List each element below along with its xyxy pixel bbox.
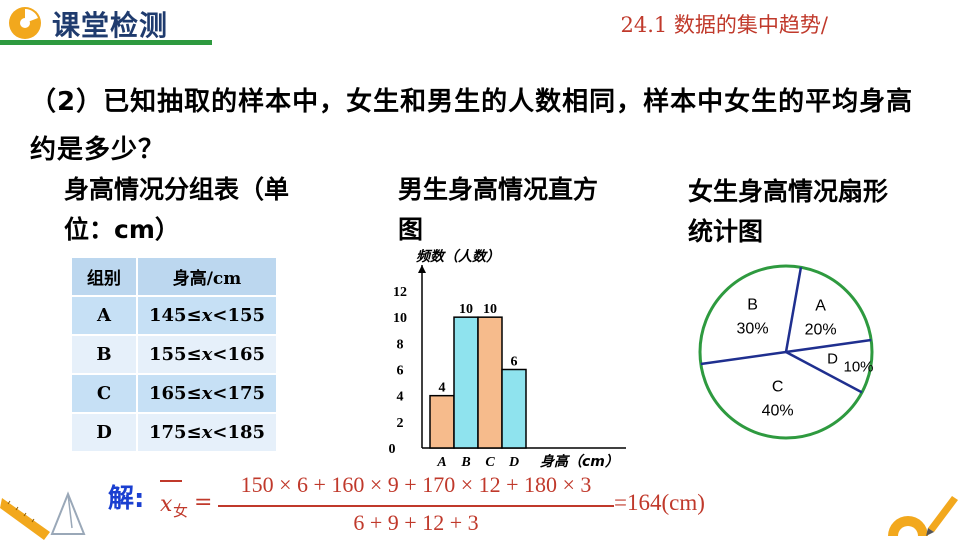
group-cell: B	[70, 334, 138, 375]
range-upper-bound: <155	[212, 305, 266, 326]
pie-divider	[785, 338, 872, 354]
pie-divider	[785, 350, 863, 394]
pie-slice-percent: 40%	[762, 402, 794, 419]
mean-bar	[160, 480, 182, 482]
range-upper-bound: <165	[212, 344, 266, 365]
pie-divider	[700, 350, 787, 366]
table-row: A 145≤x<155	[70, 295, 278, 336]
solution-result: =164(cm)	[614, 490, 705, 515]
chapter-title: 24.1 数据的集中趋势/	[620, 13, 828, 37]
pie-slice-letter: B	[747, 296, 758, 313]
mean-symbol: x 女	[158, 480, 198, 520]
boys-height-histogram: 频数（人数） 02 4 6 8 10 12 4 A 10 B 10 C 6 D 身高（cm）	[389, 248, 626, 470]
y-tick-label: 12	[393, 285, 407, 300]
header-underline	[0, 40, 212, 45]
column-header-group: 组别	[70, 256, 138, 297]
height-group-table: 组别 身高/cm A 145≤x<155 B 155≤x<165 C 165≤x<175 D…	[70, 256, 278, 453]
range-cell: 155≤x<165	[136, 334, 278, 375]
pie-slice-percent: 20%	[805, 322, 837, 339]
y-tick-label: 8	[397, 337, 404, 352]
solution-label: 解:	[108, 484, 145, 514]
pie-caption: 女生身高情况扇形统计图	[688, 177, 889, 246]
question-text: （2）已知抽取的样本中，女生和男生的人数相同，样本中女生的平均身高约是多少？	[30, 87, 914, 165]
mean-variable: x	[160, 492, 173, 517]
range-cell: 175≤x<185	[136, 412, 278, 453]
bar-value-label: 10	[483, 302, 497, 317]
bar-value-label: 4	[439, 381, 446, 396]
histogram-bar-a	[429, 394, 455, 449]
table-row: C 165≤x<175	[70, 373, 278, 414]
x-category-label: A	[436, 455, 446, 470]
girls-height-pie-chart: A 20% D 10% C 40% B 30%	[698, 264, 874, 440]
y-tick-label: 2	[397, 416, 404, 431]
pie-slice-percent: 30%	[737, 320, 769, 337]
fraction-line	[218, 505, 614, 507]
range-lower-bound: 175≤	[148, 422, 202, 443]
y-tick-label: 6	[397, 364, 404, 379]
y-tick-label: 0	[389, 442, 396, 457]
protractor-and-pencil-icon	[888, 496, 958, 536]
range-variable: x	[201, 422, 213, 443]
group-cell: A	[70, 295, 138, 336]
mean-subscript: 女	[173, 502, 189, 520]
x-category-label: B	[460, 455, 470, 470]
table-caption: 身高情况分组表（单位：cm）	[64, 175, 290, 244]
range-variable: x	[201, 383, 213, 404]
y-tick-label: 10	[393, 311, 407, 326]
range-lower-bound: 145≤	[148, 305, 202, 326]
group-cell: C	[70, 373, 138, 414]
range-upper-bound: <185	[212, 422, 266, 443]
pie-slice-letter: C	[772, 378, 784, 395]
histogram-bar-c	[477, 316, 503, 449]
y-tick-label: 4	[397, 390, 404, 405]
bar-value-label: 10	[459, 302, 473, 317]
pie-divider	[784, 267, 803, 353]
pie-slice-letter: A	[815, 298, 826, 315]
ruler-and-pyramid-icon	[0, 491, 86, 540]
pie-slice-percent: 10%	[843, 358, 873, 375]
pie-slice-letter: D	[827, 350, 838, 367]
histogram-bar-b	[453, 316, 479, 449]
histogram-bar-d	[501, 368, 527, 449]
weighted-mean-fraction: 150 × 6 + 160 × 9 + 170 × 12 + 180 × 3 6…	[218, 472, 614, 540]
histogram-caption: 男生身高情况直方图	[398, 175, 599, 244]
table-row: B 155≤x<165	[70, 334, 278, 375]
y-axis-arrow	[418, 265, 426, 273]
table-row: D 175≤x<185	[70, 412, 278, 453]
group-cell: D	[70, 412, 138, 453]
range-cell: 165≤x<175	[136, 373, 278, 414]
x-category-label: C	[485, 455, 495, 470]
table-header-row: 组别 身高/cm	[70, 256, 278, 297]
column-header-height: 身高/cm	[136, 256, 278, 297]
equals-sign: =	[194, 490, 213, 515]
x-axis-label: 身高（cm）	[540, 453, 619, 470]
solution-block: 解: x 女 = 150 × 6 + 160 × 9 + 170 × 12 + …	[108, 472, 808, 540]
x-category-label: D	[508, 455, 519, 470]
table-body: A 145≤x<155 B 155≤x<165 C 165≤x<175 D 175≤x<185	[70, 295, 278, 453]
fraction-numerator: 150 × 6 + 160 × 9 + 170 × 12 + 180 × 3	[240, 472, 592, 497]
range-variable: x	[201, 305, 213, 326]
slide-header: 课堂检测 24.1 数据的集中趋势/	[0, 0, 960, 46]
range-upper-bound: <175	[212, 383, 266, 404]
range-variable: x	[201, 344, 213, 365]
range-lower-bound: 165≤	[148, 383, 202, 404]
fraction-denominator: 6 + 9 + 12 + 3	[353, 510, 479, 535]
range-lower-bound: 155≤	[148, 344, 202, 365]
range-cell: 145≤x<155	[136, 295, 278, 336]
y-axis-label: 频数（人数）	[416, 248, 500, 265]
bar-value-label: 6	[511, 355, 518, 370]
section-title: 课堂检测	[52, 9, 169, 42]
pie-badge-icon	[9, 7, 41, 39]
